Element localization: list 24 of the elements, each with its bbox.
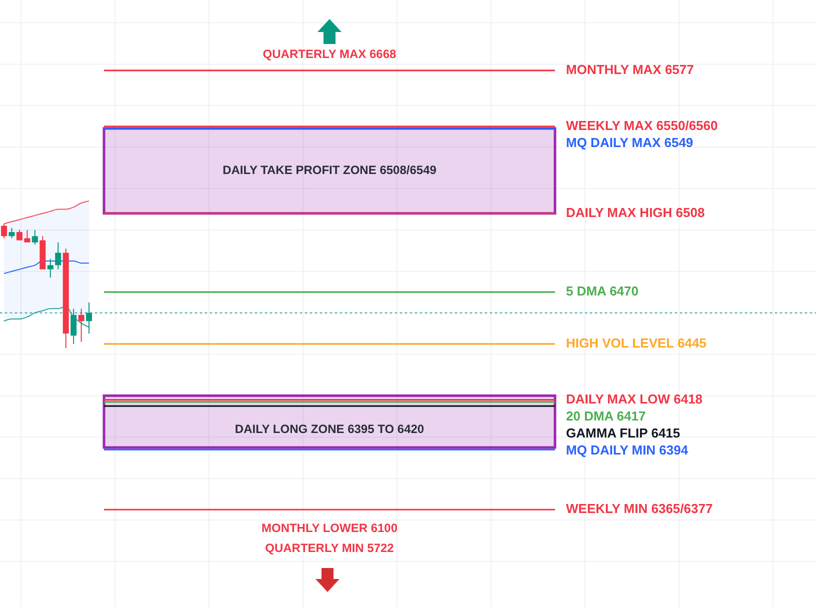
ref-line-label: MQ DAILY MAX 6549 [566,134,694,150]
candlestick [55,242,62,270]
ref-line-label: 20 DMA 6417 [566,408,646,424]
ref-line-label: DAILY MAX LOW 6418 [566,391,703,406]
ref-line-label: WEEKLY MAX 6550/6560 [566,118,718,133]
candlestick [47,258,54,278]
ref-line-label: MONTHLY MAX 6577 [566,62,694,77]
candlestick [8,227,15,239]
candlestick [1,223,7,239]
annotation: QUARTERLY MIN 5722 [265,541,394,556]
ref-line-label: MQ DAILY MIN 6394 [566,442,689,458]
ref-line-label: DAILY MAX HIGH 6508 [566,204,705,220]
band-label: DAILY TAKE PROFIT ZONE 6508/6549 [222,163,437,178]
candlestick [70,308,77,344]
band-label: DAILY LONG ZONE 6395 TO 6420 [234,422,424,436]
ref-line-label: WEEKLY MIN 6365/6377 [566,501,713,516]
ref-line-label: HIGH VOL LEVEL 6445 [566,335,706,350]
ref-line-label: GAMMA FLIP 6415 [566,425,680,440]
candlestick [86,302,92,334]
ref-line-label: 5 DMA 6470 [566,284,638,299]
annotation: QUARTERLY MAX 6668 [262,47,397,62]
candlestick [32,229,38,245]
annotation: MONTHLY LOWER 6100 [261,521,398,536]
candlestick [78,308,84,342]
